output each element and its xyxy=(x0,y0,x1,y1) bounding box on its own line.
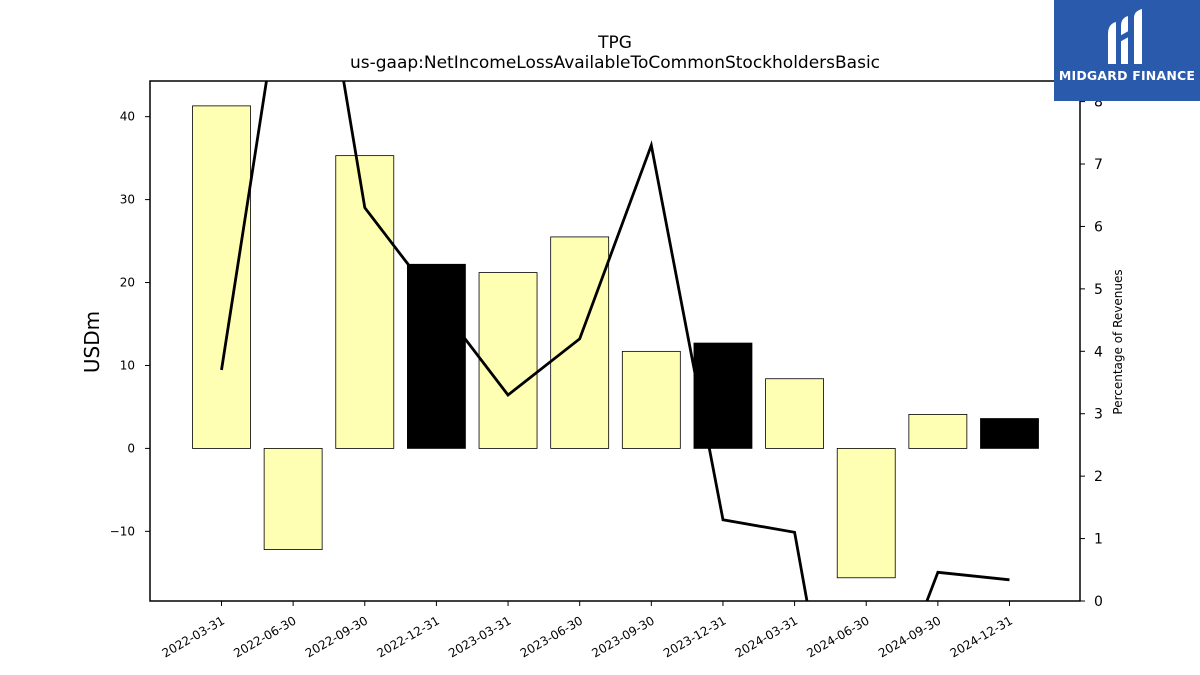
y2-tick-label: 8 xyxy=(1094,95,1103,111)
bar-2023-03-31 xyxy=(478,272,538,449)
y2-tick-label: 5 xyxy=(1094,282,1103,298)
y-tick-label: 30 xyxy=(120,193,135,207)
y-tick-label: 40 xyxy=(120,110,135,124)
x-tick-label: 2023-09-30 xyxy=(589,613,656,660)
midgard-finance-logo: MIDGARD FINANCE xyxy=(1054,0,1200,101)
x-tick-label: 2024-12-31 xyxy=(948,613,1015,660)
logo-text: MIDGARD FINANCE xyxy=(1058,68,1196,83)
x-tick-label: 2023-03-31 xyxy=(446,613,513,660)
y-axis-label: USDm xyxy=(80,311,104,373)
plot-frame xyxy=(149,80,1081,602)
x-tick-label: 2023-12-31 xyxy=(661,613,728,660)
x-tick-label: 2022-09-30 xyxy=(303,613,370,660)
y2-tick-label: 3 xyxy=(1094,407,1103,423)
bar-2023-06-30 xyxy=(550,236,610,449)
y-tick-label: 10 xyxy=(120,358,135,372)
y-tick-label: −10 xyxy=(110,524,135,538)
bar-2023-12-31 xyxy=(693,342,753,449)
y2-tick-label: 4 xyxy=(1094,344,1103,360)
x-tick-label: 2024-03-31 xyxy=(733,613,800,660)
bar-2022-06-30 xyxy=(263,448,323,550)
x-axis: 2022-03-31 2022-06-30 2022-09-30 2022-12-31… xyxy=(160,601,1015,660)
y2-axis: 0 1 2 3 4 5 6 7 8 xyxy=(1080,95,1103,610)
y2-tick-label: 6 xyxy=(1094,219,1103,235)
y2-tick-label: 0 xyxy=(1094,594,1103,610)
y-axis: −10 0 10 20 30 40 xyxy=(110,110,150,538)
y2-tick-label: 7 xyxy=(1094,157,1103,173)
x-tick-label: 2022-12-31 xyxy=(375,613,442,660)
chart-subtitle: us-gaap:NetIncomeLossAvailableToCommonSt… xyxy=(350,53,880,73)
bar-2024-09-30 xyxy=(908,413,968,449)
y2-tick-label: 2 xyxy=(1094,469,1103,485)
x-tick-label: 2024-09-30 xyxy=(876,613,943,660)
bar-2024-12-31 xyxy=(980,418,1039,449)
x-tick-label: 2022-03-31 xyxy=(160,613,227,660)
bar-2022-03-31 xyxy=(192,105,251,449)
x-tick-label: 2023-06-30 xyxy=(518,613,585,660)
y2-axis-label: Percentage of Revenues xyxy=(1111,269,1125,414)
y-tick-label: 20 xyxy=(120,276,135,290)
bar-2022-12-31 xyxy=(407,263,466,449)
bar-2024-06-30 xyxy=(836,448,896,579)
chart-title: TPG xyxy=(597,33,632,53)
revenue-percentage-line xyxy=(220,81,1010,601)
logo-mark-icon xyxy=(1108,9,1142,64)
bars-group xyxy=(192,105,1039,579)
y2-tick-label: 1 xyxy=(1094,532,1103,548)
bar-2023-09-30 xyxy=(621,350,681,449)
x-tick-label: 2024-06-30 xyxy=(804,613,871,660)
y-tick-label: 0 xyxy=(127,441,135,455)
line-group xyxy=(220,81,1010,601)
bar-2024-03-31 xyxy=(765,378,824,449)
x-tick-label: 2022-06-30 xyxy=(231,613,298,660)
